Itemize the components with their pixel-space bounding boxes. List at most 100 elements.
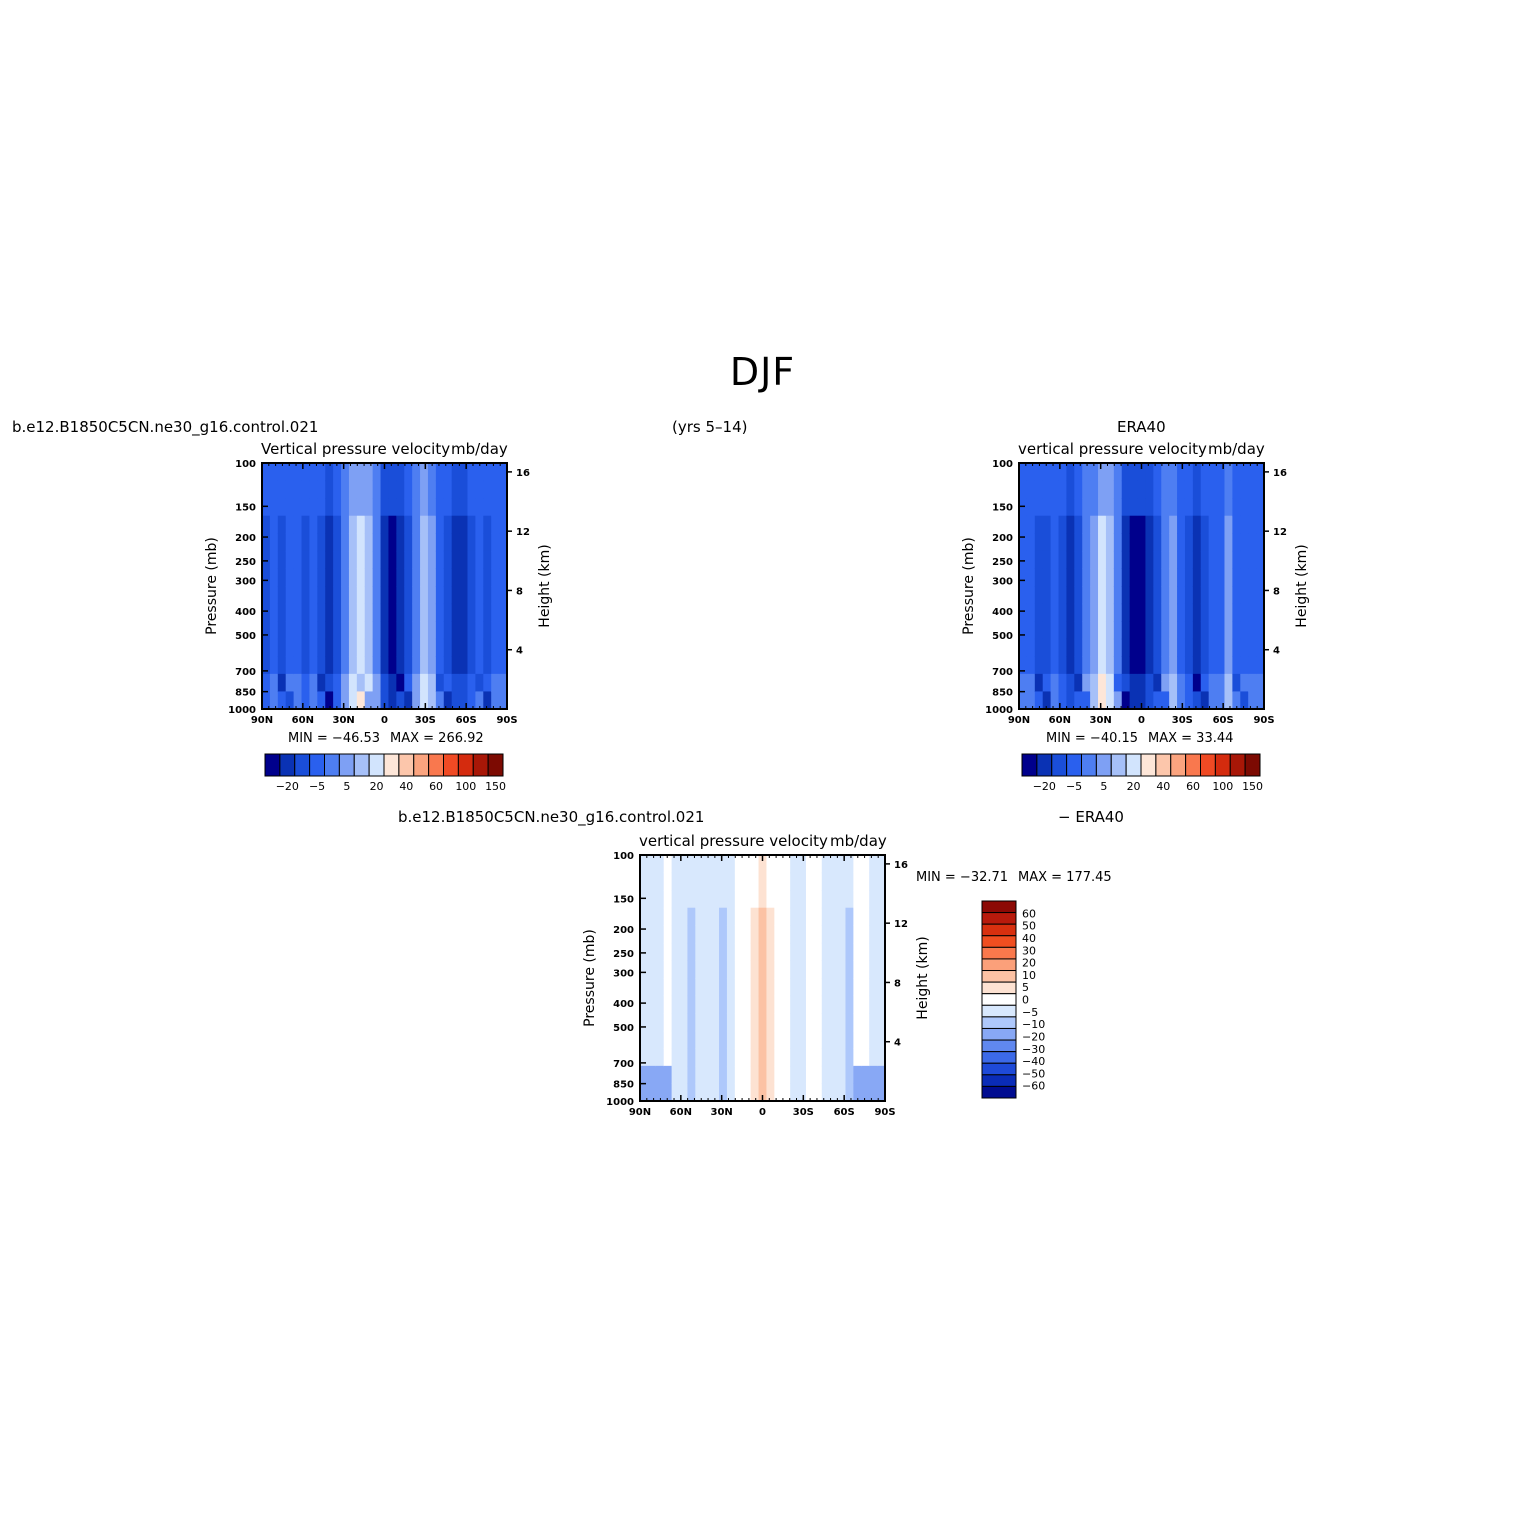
obs-field-cell — [1034, 586, 1044, 605]
diff-field-cell — [766, 1048, 775, 1067]
diff-field-cell — [790, 855, 799, 874]
model-field-cell — [372, 533, 382, 552]
model-field-cell — [341, 480, 350, 499]
obs-field-cell — [1050, 498, 1060, 517]
model-field-cell — [420, 691, 429, 710]
model-field-cell — [475, 550, 484, 570]
model-field-cell — [412, 673, 421, 693]
obs-field-cell — [1137, 550, 1147, 570]
diff-field-cell — [671, 907, 681, 926]
model-field-cell — [427, 568, 437, 587]
obs-field-cell — [1256, 550, 1265, 570]
diff-field-cell — [869, 1013, 878, 1032]
obs-field-cell — [1105, 638, 1115, 657]
diff-field-cell — [695, 872, 704, 891]
obs-field-cell — [1121, 568, 1131, 587]
obs-field-cell — [1248, 498, 1257, 517]
obs-field-cell — [1192, 621, 1202, 640]
model-field-cell — [348, 533, 358, 552]
diff-field-cell — [711, 960, 720, 979]
model-field-cell — [317, 515, 326, 534]
model-field-cell — [341, 533, 350, 552]
diff-ylabel: Pressure (mb) — [582, 929, 598, 1027]
model-field-cell — [317, 621, 326, 640]
model-field-cell — [388, 515, 397, 534]
diff-colorbar-box — [981, 993, 1017, 1006]
model-field-cell — [301, 550, 311, 570]
obs-field-cell — [1208, 621, 1218, 640]
diff-field-cell — [687, 907, 696, 926]
model-field-cell — [396, 498, 405, 517]
obs-field-cell — [1026, 656, 1036, 675]
model-field-cell — [499, 568, 508, 587]
diff-colorbar-label: 5 — [1022, 981, 1029, 994]
obs-field-cell — [1232, 568, 1241, 587]
obs-field-cell — [1129, 568, 1139, 587]
diff-field-cell — [687, 1083, 696, 1102]
obs-field-cell — [1248, 568, 1257, 587]
model-field-cell — [277, 603, 287, 622]
diff-field-cell — [687, 872, 696, 891]
obs-colorbar-box — [1051, 753, 1068, 777]
model-field-cell — [420, 550, 429, 570]
model-field-cell — [412, 463, 421, 482]
obs-field-cell — [1145, 586, 1154, 605]
obs-field-cell — [1153, 550, 1162, 570]
obs-field-cell — [1129, 515, 1139, 534]
diff-field-cell — [861, 978, 870, 997]
diff-field-cell — [829, 1083, 839, 1102]
model-field-cell — [388, 480, 397, 499]
obs-field-cell — [1208, 603, 1218, 622]
obs-field-cell — [1066, 533, 1075, 552]
model-field-cell — [333, 656, 342, 675]
model-field-cell — [364, 673, 374, 693]
diff-field-cell — [711, 1083, 720, 1102]
diff-field-cell — [703, 1030, 712, 1049]
model-field-cell — [404, 515, 413, 534]
diff-field-cell — [813, 960, 823, 979]
diff-colorbar-box — [981, 1074, 1017, 1087]
obs-field-cell — [1050, 533, 1060, 552]
diff-field-cell — [829, 960, 839, 979]
obs-field-cell — [1098, 515, 1107, 534]
diff-field-cell — [695, 995, 704, 1014]
obs-field-cell — [1216, 656, 1226, 675]
diff-field-cell — [663, 1083, 673, 1102]
diff-colorbar-box — [981, 946, 1017, 960]
diff-field-cell — [845, 925, 854, 944]
model-field-cell — [285, 498, 295, 517]
model-field-cell — [317, 586, 326, 605]
model-field-cell — [356, 550, 366, 570]
model-field-cell — [285, 550, 295, 570]
model-field-cell — [396, 550, 405, 570]
obs-field-cell — [1216, 533, 1226, 552]
model-field-cell — [333, 550, 342, 570]
obs-colorbar-label: 5 — [1100, 780, 1107, 793]
obs-field-cell — [1216, 638, 1226, 657]
model-field-cell — [364, 621, 374, 640]
diff-field-cell — [869, 942, 878, 962]
diff-field-cell — [766, 1083, 775, 1102]
model-colorbar-label: 5 — [343, 780, 350, 793]
obs-field-cell — [1098, 621, 1107, 640]
model-field-cell — [372, 691, 382, 710]
diff-field-cell — [805, 978, 815, 997]
obs-colorbar-label: 150 — [1242, 780, 1263, 793]
obs-field-cell — [1153, 638, 1162, 657]
diff-field-cell — [655, 995, 665, 1014]
model-field-cell — [309, 480, 318, 499]
obs-field-cell — [1224, 621, 1233, 640]
model-field-cell — [333, 603, 342, 622]
diff-field-cell — [687, 1065, 696, 1085]
diff-field-cell — [758, 960, 768, 979]
diff-field-cell — [758, 978, 768, 997]
obs-field-cell — [1200, 480, 1210, 499]
diff-field-cell — [742, 907, 752, 926]
diff-field-cell — [719, 1013, 728, 1032]
model-field-cell — [427, 691, 437, 710]
model-field-cell — [325, 463, 334, 482]
diff-y-tick-label: 250 — [613, 949, 634, 960]
diff-field-cell — [805, 960, 815, 979]
model-field-cell — [420, 498, 429, 517]
obs-field-cell — [1098, 498, 1107, 517]
